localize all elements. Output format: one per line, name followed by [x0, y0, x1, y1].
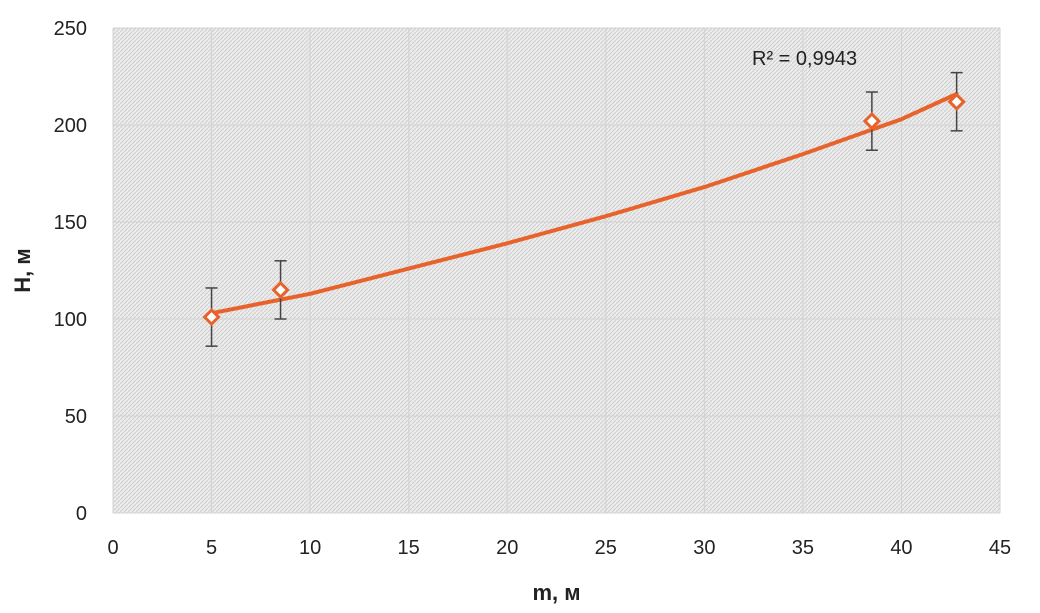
y-tick-label: 50 [65, 406, 87, 428]
data-points [202, 92, 966, 327]
data-point [947, 92, 966, 111]
y-tick-label: 200 [54, 115, 87, 137]
y-axis-title: H, м [10, 248, 35, 292]
trendline-group [209, 92, 959, 316]
r-squared-annotation: R² = 0,9943 [752, 48, 857, 70]
data-point [862, 111, 881, 131]
x-tick-label: 30 [693, 537, 715, 559]
x-tick-label: 25 [595, 537, 617, 559]
y-tick-label: 150 [54, 212, 87, 234]
x-tick-label: 15 [398, 537, 420, 559]
tick-labels: 0 5 10 15 20 25 30 35 40 45 0 50 100 150 200 250 [54, 18, 1012, 559]
x-tick-label: 35 [792, 537, 814, 559]
y-tick-label: 250 [54, 18, 87, 40]
x-tick-label: 10 [299, 537, 321, 559]
x-tick-label: 0 [107, 537, 118, 559]
x-tick-label: 20 [496, 537, 518, 559]
x-tick-label: 45 [989, 537, 1011, 559]
grid [112, 27, 1001, 514]
y-tick-label: 0 [76, 503, 87, 525]
y-tick-label: 100 [54, 309, 87, 331]
data-point [202, 307, 221, 327]
data-point [271, 280, 290, 300]
x-tick-label: 5 [206, 537, 217, 559]
plot-area [113, 28, 1000, 513]
x-tick-label: 40 [890, 537, 912, 559]
x-axis-title: m, м [532, 580, 580, 605]
trendline [209, 92, 959, 316]
